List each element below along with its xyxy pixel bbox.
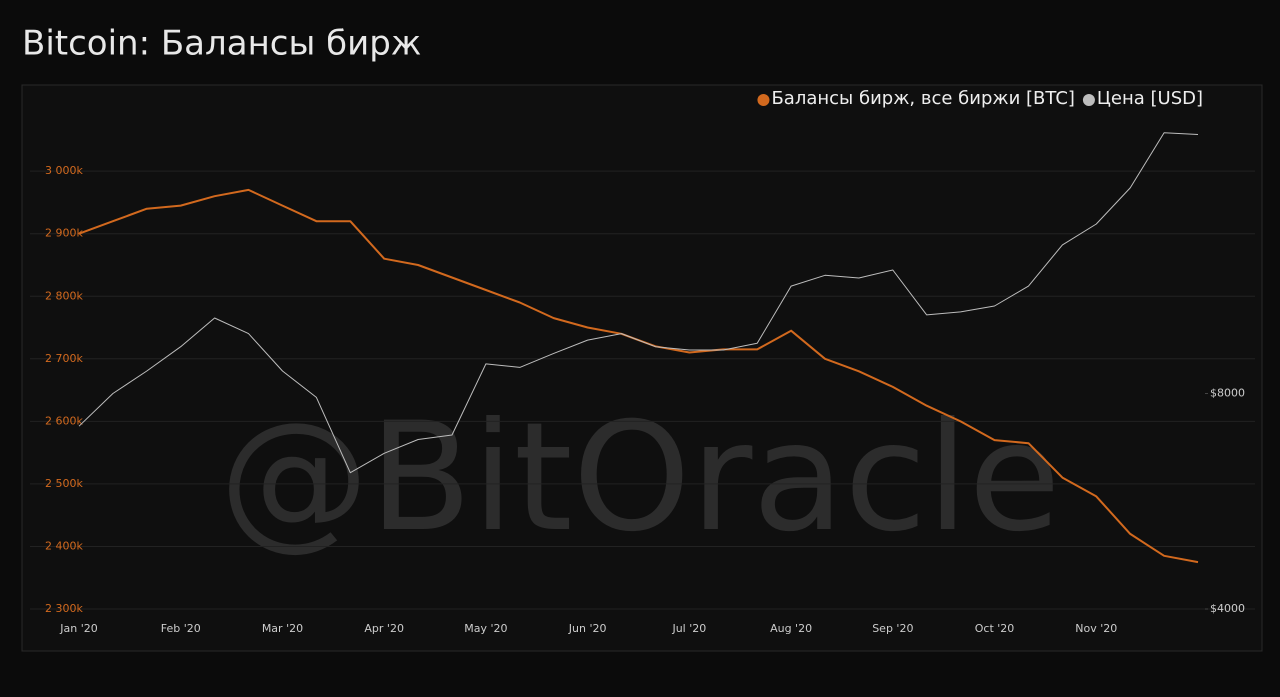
x-tick-label: Nov '20	[1075, 622, 1117, 635]
chart-title: Bitcoin: Балансы бирж	[22, 24, 421, 64]
x-tick-label: Sep '20	[872, 622, 913, 635]
x-tick-label: Oct '20	[975, 622, 1015, 635]
legend-marker	[757, 94, 770, 106]
y2-tick-label: $8000	[1210, 386, 1245, 399]
x-tick-label: Jun '20	[568, 622, 607, 635]
y-tick-label: 2 600k	[45, 414, 83, 427]
y-tick-label: 2 500k	[45, 477, 83, 490]
y-tick-label: 2 400k	[45, 539, 83, 552]
x-tick-label: Jul '20	[671, 622, 706, 635]
x-tick-label: May '20	[464, 622, 507, 635]
x-tick-label: Feb '20	[161, 622, 201, 635]
plot-frame	[21, 84, 1263, 652]
y-tick-label: 2 800k	[45, 289, 83, 302]
x-tick-label: Jan '20	[59, 622, 97, 635]
legend-marker	[1082, 94, 1095, 106]
x-tick-label: Mar '20	[262, 622, 303, 635]
y-tick-label: 2 900k	[45, 227, 83, 240]
y-tick-label: 2 700k	[45, 352, 83, 365]
y-tick-label: 3 000k	[45, 164, 83, 177]
x-tick-label: Apr '20	[364, 622, 404, 635]
series-line	[78, 132, 1199, 474]
legend-label: Балансы бирж, все биржи [BTC]	[771, 88, 1074, 109]
watermark: @BitOracle	[219, 391, 1060, 565]
y2-tick-label: $4000	[1210, 602, 1245, 615]
x-tick-label: Aug '20	[770, 622, 812, 635]
y-tick-label: 2 300k	[45, 602, 83, 615]
legend-label: Цена [USD]	[1097, 88, 1203, 109]
